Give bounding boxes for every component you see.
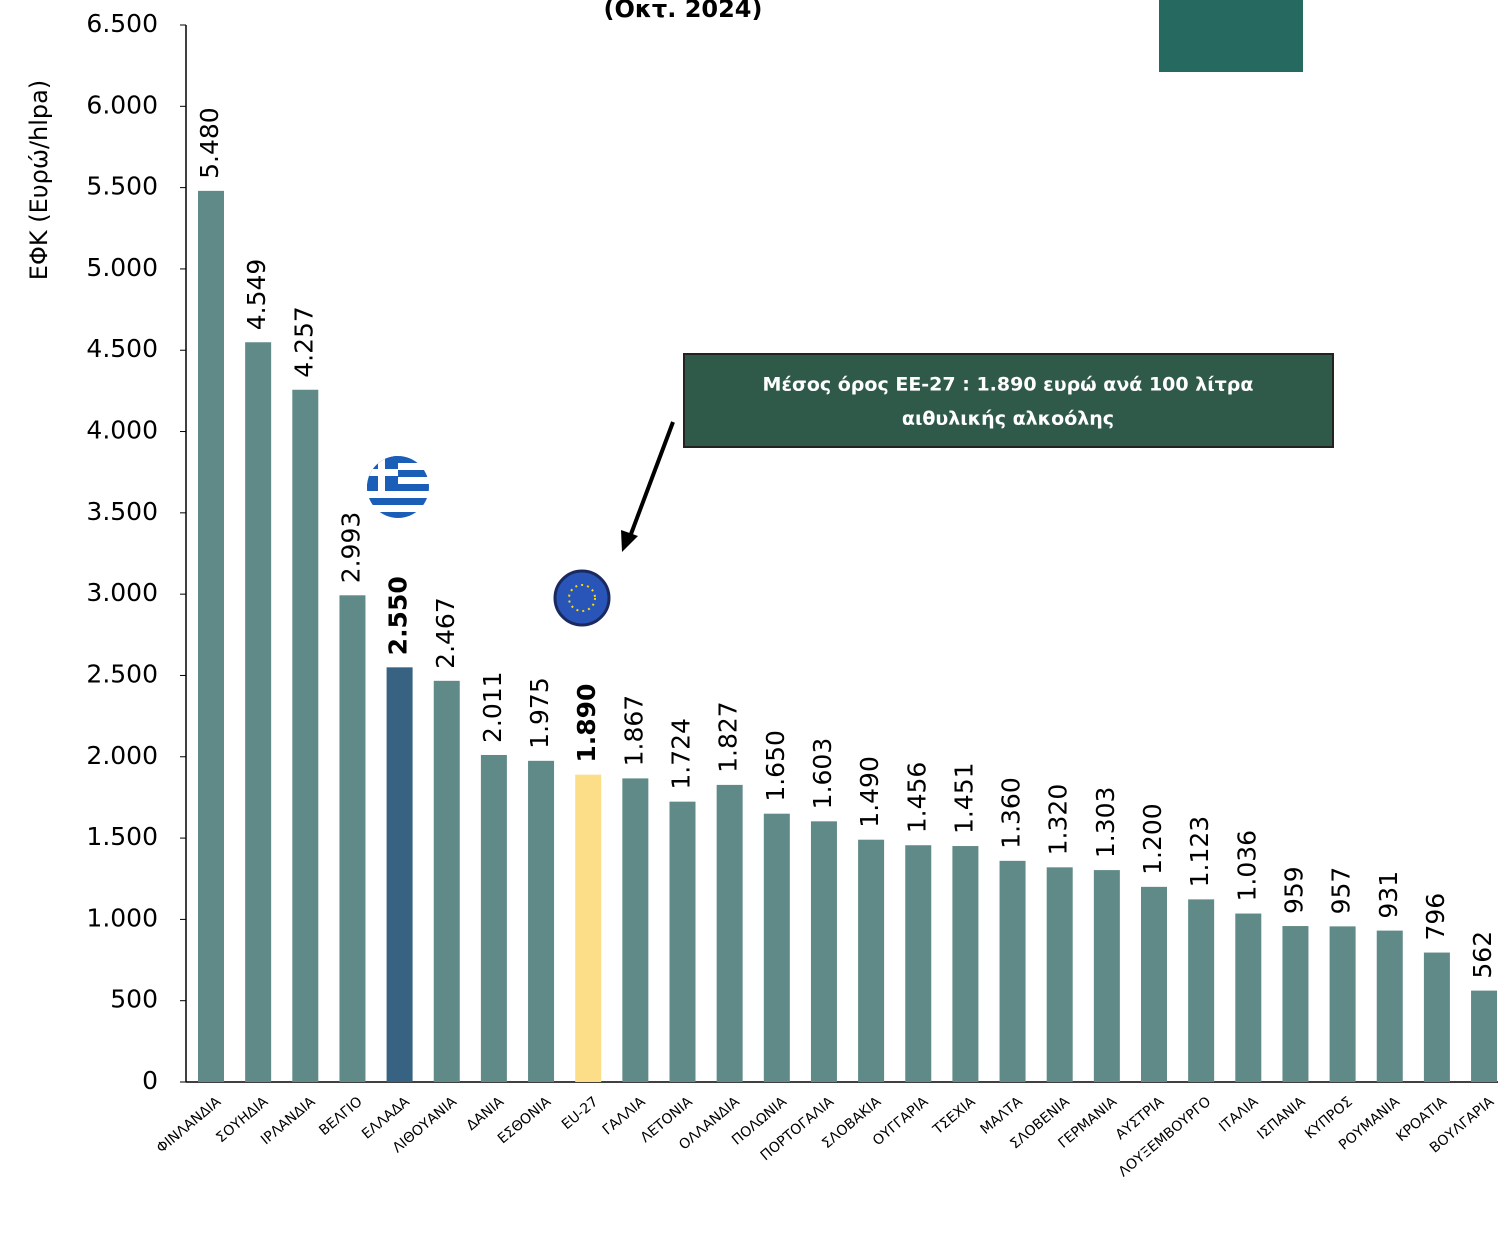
bar	[1282, 926, 1309, 1082]
value-label: 1.890	[572, 684, 601, 763]
value-label: 959	[1279, 866, 1308, 914]
x-tick-label: ΕΣΘΟΝΙΑ	[495, 1094, 555, 1148]
bar	[763, 813, 790, 1082]
x-tick-label: ΤΣΕΧΙΑ	[930, 1094, 979, 1139]
y-axis-label: ΕΦΚ (Ευρώ/hlpa)	[25, 80, 53, 280]
value-label: 2.467	[431, 597, 460, 669]
value-label: 1.867	[619, 695, 648, 767]
x-tick-label: ΔΑΝΙΑ	[464, 1094, 508, 1134]
x-tick-label: ΦΙΝΛΑΝΔΙΑ	[154, 1094, 225, 1157]
value-label: 1.603	[808, 738, 837, 810]
y-tick-label: 0	[142, 1066, 158, 1095]
value-label: 1.200	[1138, 803, 1167, 875]
y-tick-label: 500	[110, 985, 158, 1014]
bar	[622, 778, 649, 1082]
value-label: 1.456	[902, 762, 931, 834]
annotation: αιθυλικής αλκοόλης	[902, 408, 1114, 430]
bar	[669, 801, 696, 1082]
bar	[1235, 913, 1262, 1082]
bar	[1423, 952, 1450, 1082]
arrow-head	[621, 530, 638, 552]
bar	[952, 846, 979, 1082]
bar	[480, 754, 507, 1082]
value-label: 1.650	[761, 730, 790, 802]
y-tick-label: 6.000	[86, 90, 158, 119]
value-label: 1.975	[525, 677, 554, 749]
bar	[386, 667, 413, 1082]
x-tick-label: ΒΕΛΓΙΟ	[316, 1094, 365, 1139]
y-tick-label: 1.500	[86, 822, 158, 851]
x-tick-label: ΙΣΠΑΝΙΑ	[1254, 1094, 1308, 1143]
bar	[999, 860, 1026, 1082]
value-label: 4.549	[242, 259, 271, 331]
decoration	[1159, 0, 1303, 72]
y-tick-label: 1.000	[86, 903, 158, 932]
annotation-box	[683, 353, 1334, 448]
flag-eu	[553, 569, 611, 627]
value-label: 5.480	[195, 107, 224, 179]
value-label: 1.303	[1091, 787, 1120, 859]
value-label: 1.320	[1044, 784, 1073, 856]
bar	[575, 774, 602, 1082]
y-tick-label: 2.000	[86, 741, 158, 770]
bar	[810, 821, 837, 1082]
value-label: 562	[1468, 931, 1497, 979]
flag-greece	[367, 456, 429, 518]
value-label: 1.451	[949, 762, 978, 834]
y-tick-label: 6.500	[86, 9, 158, 38]
value-label: 796	[1421, 893, 1450, 941]
value-label: 4.257	[289, 306, 318, 378]
y-tick-label: 2.500	[86, 659, 158, 688]
value-label: 1.360	[997, 777, 1026, 849]
bar	[1188, 899, 1215, 1082]
y-tick-label: 3.000	[86, 578, 158, 607]
y-tick-label: 4.000	[86, 416, 158, 445]
value-label: 1.036	[1232, 830, 1261, 902]
value-label: 931	[1374, 871, 1403, 919]
value-label: 1.724	[667, 718, 696, 790]
arrow	[626, 421, 675, 543]
value-label: 2.011	[478, 671, 507, 743]
value-label: 957	[1327, 867, 1356, 915]
bar	[716, 784, 743, 1082]
x-tick-label: EU-27	[559, 1094, 601, 1133]
bar	[245, 342, 272, 1083]
bar	[858, 839, 885, 1082]
value-label: 2.550	[384, 576, 413, 655]
bar	[1376, 930, 1403, 1082]
y-tick-label: 3.500	[86, 497, 158, 526]
bar	[339, 595, 366, 1082]
bar	[1141, 886, 1167, 1082]
value-label: 1.827	[714, 701, 743, 773]
bar	[1046, 867, 1073, 1082]
annotation: Μέσος όρος ΕΕ-27 : 1.890 ευρώ ανά 100 λί…	[763, 374, 1254, 396]
bar	[1093, 870, 1120, 1082]
y-tick-label: 4.500	[86, 334, 158, 363]
bar	[433, 680, 460, 1082]
value-label: 1.490	[855, 756, 884, 828]
bar	[528, 760, 555, 1082]
y-tick-label: 5.500	[86, 172, 158, 201]
bar	[1329, 926, 1356, 1082]
value-label: 2.993	[336, 512, 365, 584]
bar	[1471, 990, 1498, 1082]
bar	[292, 389, 319, 1082]
bar	[198, 190, 224, 1083]
chart-title: (Οκτ. 2024)	[604, 0, 763, 23]
value-label: 1.123	[1185, 816, 1214, 888]
y-tick-label: 5.000	[86, 253, 158, 282]
bar	[905, 845, 932, 1082]
